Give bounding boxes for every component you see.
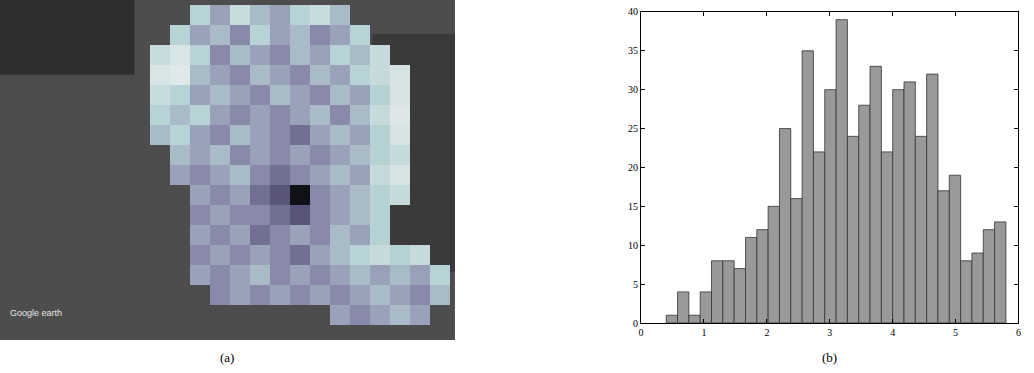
- svg-text:4: 4: [890, 327, 895, 338]
- svg-text:15: 15: [628, 201, 638, 212]
- svg-text:1: 1: [701, 327, 706, 338]
- svg-text:2: 2: [764, 327, 769, 338]
- svg-text:10: 10: [628, 240, 638, 251]
- svg-text:5: 5: [633, 279, 638, 290]
- svg-text:5: 5: [953, 327, 958, 338]
- svg-text:40: 40: [628, 6, 638, 17]
- svg-text:(b): (b): [822, 350, 837, 365]
- svg-text:35: 35: [628, 45, 638, 56]
- svg-text:25: 25: [628, 123, 638, 134]
- svg-text:3: 3: [827, 327, 832, 338]
- svg-text:(a): (a): [220, 350, 234, 365]
- svg-text:0: 0: [633, 318, 638, 329]
- svg-text:30: 30: [628, 84, 638, 95]
- svg-text:Google earth: Google earth: [10, 308, 62, 318]
- svg-text:6: 6: [1016, 327, 1021, 338]
- svg-text:20: 20: [628, 162, 638, 173]
- svg-text:0: 0: [639, 327, 644, 338]
